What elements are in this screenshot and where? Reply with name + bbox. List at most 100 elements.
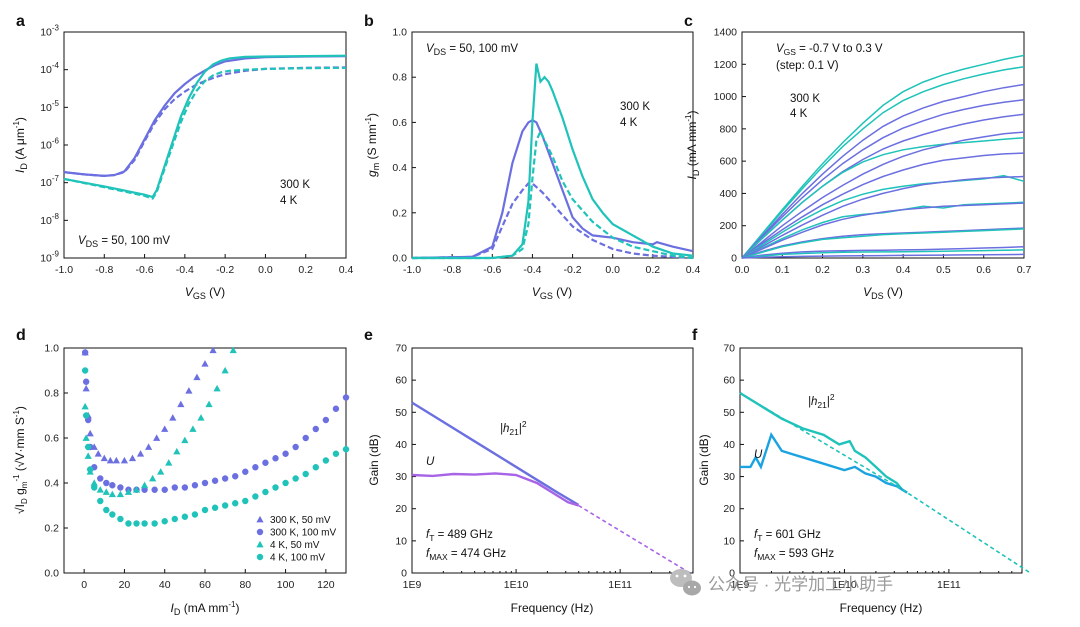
data-point bbox=[256, 528, 264, 536]
data-point bbox=[82, 384, 90, 392]
y-tick-label: 10-6 bbox=[40, 137, 59, 152]
data-point bbox=[97, 475, 104, 482]
y-tick-label: 50 bbox=[723, 407, 735, 419]
data-point bbox=[262, 488, 269, 496]
x-axis-label-e: Frequency (Hz) bbox=[511, 601, 594, 615]
x-tick-label: 0.2 bbox=[815, 264, 830, 276]
data-point bbox=[332, 450, 340, 457]
data-point bbox=[322, 416, 330, 424]
data-point bbox=[201, 506, 209, 514]
y-tick-label: 50 bbox=[395, 407, 407, 419]
annotation-a: VDS = 50, 100 mV bbox=[78, 235, 170, 249]
data-point bbox=[232, 500, 239, 507]
data-point bbox=[189, 425, 197, 432]
data-point bbox=[81, 402, 89, 410]
series-line bbox=[412, 63, 694, 260]
series-line bbox=[741, 174, 1025, 259]
panel-a: a -1.0 -0.8 -0.6 -0.4 -0.2 0.0 0.2 0.4 10-9 10-8… bbox=[12, 13, 353, 301]
data-point bbox=[102, 488, 110, 495]
x-tick-label: 1E9 bbox=[403, 579, 422, 591]
legend-d: 300 K, 50 mV 300 K, 100 mV4 K, 50 mV 4 K, … bbox=[256, 515, 336, 564]
data-point bbox=[117, 515, 124, 523]
data-point bbox=[256, 515, 264, 523]
legend-4k-a: 4 K bbox=[280, 195, 298, 207]
y-tick-label: 60 bbox=[395, 375, 407, 387]
data-point bbox=[86, 466, 94, 473]
series-line bbox=[63, 66, 347, 200]
y-tick-label: 0.0 bbox=[44, 568, 59, 580]
data-point bbox=[124, 488, 133, 495]
data-point bbox=[205, 400, 213, 408]
x-tick-label: 0.2 bbox=[646, 264, 661, 276]
x-tick-label: -0.8 bbox=[95, 264, 113, 276]
y-axis-label-c: ID (mA mm-1) bbox=[684, 111, 701, 180]
plot-frame-c bbox=[741, 31, 1025, 259]
y-tick-label: 0.0 bbox=[392, 253, 407, 265]
data-point bbox=[221, 502, 229, 509]
y-tick-label: 10-7 bbox=[40, 174, 59, 189]
data-point bbox=[312, 464, 319, 471]
series-line bbox=[63, 66, 347, 178]
x-tick-label: 80 bbox=[239, 579, 251, 591]
data-point bbox=[252, 464, 259, 471]
x-axis-label-f: Frequency (Hz) bbox=[840, 601, 923, 615]
series-group-c bbox=[741, 54, 1025, 259]
y-tick-label: 1400 bbox=[714, 27, 738, 39]
x-tick-label: 0.0 bbox=[735, 264, 750, 276]
label-u-e: U bbox=[426, 456, 435, 468]
y-tick-label: 10-3 bbox=[40, 24, 59, 39]
x-tick-label: 60 bbox=[199, 579, 211, 591]
legend-300k-c: 300 K bbox=[790, 93, 820, 105]
x-tick-label: 0.2 bbox=[298, 264, 313, 276]
y-ticks-f: 0 10 20 30 40 50 60 70 bbox=[723, 343, 744, 580]
panel-f: f 1E9 1E10 1E11 0 10 20 30 40 50 60 70 Frequency … bbox=[692, 327, 1031, 615]
series-line bbox=[411, 472, 579, 507]
series-line bbox=[578, 504, 691, 574]
annotation-step-c: (step: 0.1 V) bbox=[776, 60, 839, 72]
x-tick-label: -1.0 bbox=[55, 264, 73, 276]
y-tick-label: 0.6 bbox=[392, 117, 407, 129]
data-point bbox=[169, 414, 177, 421]
series-line bbox=[411, 401, 580, 506]
y-tick-label: 60 bbox=[723, 375, 735, 387]
data-point bbox=[109, 511, 116, 518]
data-point bbox=[103, 479, 110, 487]
panel-label-c: c bbox=[684, 13, 693, 30]
series-line bbox=[741, 249, 1025, 259]
data-point bbox=[116, 490, 124, 498]
data-point bbox=[197, 414, 205, 421]
x-tick-label: -1.0 bbox=[403, 264, 421, 276]
series-line bbox=[741, 54, 1025, 259]
x-tick-label: 1E11 bbox=[608, 579, 632, 591]
y-tick-label: 0.2 bbox=[44, 523, 59, 535]
legend-entry-d: 4 K, 100 mV bbox=[270, 553, 325, 564]
data-point bbox=[342, 446, 350, 453]
data-point bbox=[86, 429, 94, 437]
legend-entry-d: 300 K, 50 mV bbox=[270, 515, 331, 526]
y-tick-label: 40 bbox=[723, 439, 735, 451]
plot-frame-f bbox=[739, 347, 1023, 574]
data-point bbox=[84, 452, 92, 459]
x-tick-label: -0.6 bbox=[136, 264, 154, 276]
x-tick-label: 120 bbox=[317, 579, 335, 591]
series-line bbox=[741, 65, 1025, 259]
data-point bbox=[193, 373, 201, 381]
data-point bbox=[100, 454, 108, 462]
data-point bbox=[106, 456, 114, 464]
data-point bbox=[177, 400, 185, 408]
data-point bbox=[151, 520, 158, 527]
series-line bbox=[741, 152, 1025, 259]
data-point bbox=[201, 360, 209, 367]
data-point bbox=[209, 346, 217, 354]
y-tick-label: 10-9 bbox=[40, 250, 59, 265]
y-tick-label: 400 bbox=[719, 188, 737, 200]
y-tick-label: 10-5 bbox=[40, 99, 59, 114]
y-tick-label: 40 bbox=[395, 439, 407, 451]
y-tick-label: 0.6 bbox=[44, 433, 59, 445]
x-tick-label: -0.4 bbox=[176, 264, 194, 276]
y-tick-label: 1.0 bbox=[392, 27, 407, 39]
watermark: 公众号 · 光学加工小助手 bbox=[670, 569, 893, 596]
series-group-f bbox=[739, 391, 1031, 574]
y-tick-label: 0.4 bbox=[392, 162, 407, 174]
data-point bbox=[82, 378, 90, 385]
